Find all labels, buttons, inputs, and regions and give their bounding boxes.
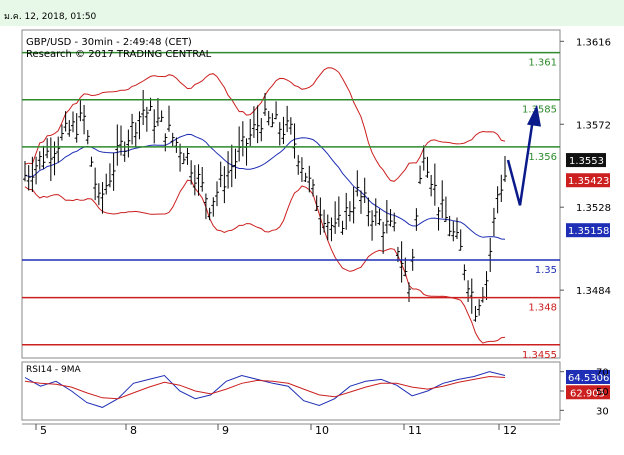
bollinger-lower bbox=[24, 179, 506, 344]
level-label: 1.35 bbox=[535, 265, 557, 276]
level-label: 1.348 bbox=[528, 303, 557, 314]
y-tick-label: 1.3484 bbox=[576, 286, 611, 297]
x-tick-label: 8 bbox=[130, 424, 137, 437]
x-tick-label: 10 bbox=[315, 424, 329, 437]
y-tick-label: 1.3528 bbox=[576, 203, 611, 214]
rsi-ma-badge bbox=[566, 385, 610, 400]
bollinger-mid-badge bbox=[566, 223, 610, 238]
chart-title: GBP/USD - 30min - 2:49:48 (CET) bbox=[26, 37, 192, 48]
level-label: 1.3585 bbox=[522, 105, 557, 116]
rsi-value-badge bbox=[566, 369, 610, 384]
rsi-y-tick-label: 30 bbox=[596, 406, 609, 417]
current-price-label: 1.3553 bbox=[569, 156, 604, 167]
rsi-value-label: 64.5306 bbox=[568, 373, 609, 384]
bollinger-upper-badge bbox=[566, 173, 610, 188]
price-panel bbox=[21, 29, 561, 359]
forecast-arrow bbox=[506, 118, 535, 206]
x-tick-label: 9 bbox=[222, 424, 229, 437]
rsi-ma-line bbox=[24, 375, 506, 400]
bollinger-upper-value: 1.35423 bbox=[568, 176, 609, 187]
rsi-title: RSI14 - 9MA bbox=[26, 365, 82, 375]
rsi-ma-value-label: 62.905 bbox=[570, 388, 605, 399]
current-price-badge bbox=[566, 153, 606, 168]
rsi-panel bbox=[21, 361, 561, 421]
rsi-y-tick-label: 70 bbox=[596, 368, 609, 379]
rsi-y-tick-label: 50 bbox=[596, 387, 609, 398]
x-tick-label: 12 bbox=[503, 424, 517, 437]
forecast-arrowhead bbox=[527, 104, 541, 127]
level-label: 1.356 bbox=[528, 152, 557, 163]
chart-subtitle: Research © 2017 TRADING CENTRAL bbox=[26, 49, 212, 60]
y-tick-label: 1.3616 bbox=[576, 37, 611, 48]
chart-datetime: ม.ค. 12, 2018, 01:50 bbox=[4, 12, 97, 22]
bollinger-mid-value: 1.35158 bbox=[568, 226, 609, 237]
x-tick-label: 11 bbox=[408, 424, 422, 437]
level-label: 1.361 bbox=[528, 58, 557, 69]
top-bar: ม.ค. 12, 2018, 01:50 bbox=[0, 0, 624, 26]
moving-average bbox=[24, 133, 506, 240]
x-tick-label: 5 bbox=[40, 424, 47, 437]
level-label: 1.3455 bbox=[522, 350, 557, 361]
y-tick-label: 1.3572 bbox=[576, 120, 611, 131]
